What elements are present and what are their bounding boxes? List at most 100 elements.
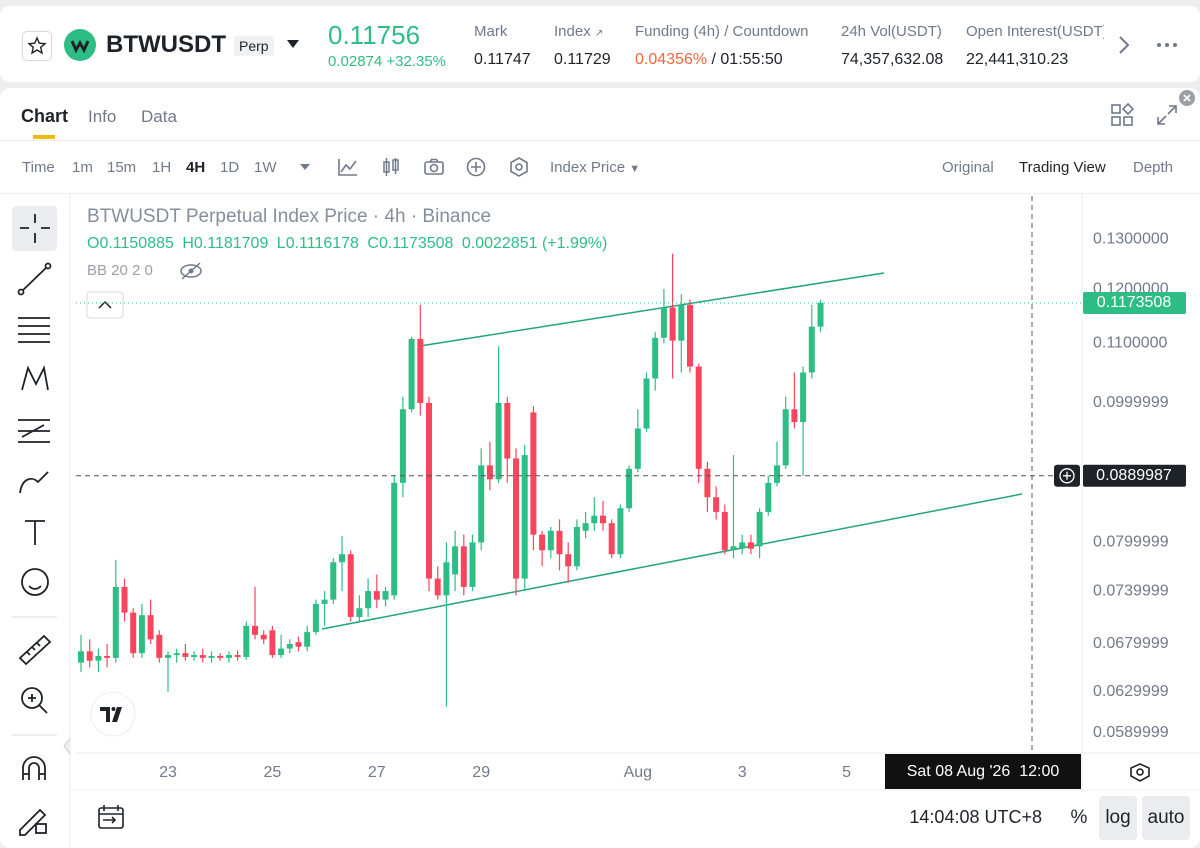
hide-indicator-icon[interactable]: [180, 262, 202, 280]
time-axis-settings[interactable]: [1130, 763, 1150, 782]
log-button[interactable]: log: [1105, 807, 1130, 828]
stat-label: Index ↗: [554, 23, 603, 40]
view-option[interactable]: Depth: [1133, 159, 1174, 176]
auto-button[interactable]: auto: [1148, 807, 1185, 828]
indicator-icon[interactable]: [337, 157, 359, 177]
symbol[interactable]: BTWUSDT: [106, 31, 226, 58]
tab[interactable]: Data: [141, 107, 177, 126]
text-tool[interactable]: [25, 520, 45, 545]
candle-body: [704, 468, 711, 498]
magnet-tool[interactable]: [22, 756, 46, 780]
interval[interactable]: 1D: [220, 159, 240, 176]
candle: [652, 332, 659, 391]
add-icon[interactable]: [466, 157, 486, 177]
stat-label: Mark: [474, 23, 508, 40]
star-icon: [27, 36, 47, 55]
emoji-smile: [28, 585, 42, 590]
candle: [234, 650, 241, 661]
candle: [765, 475, 772, 516]
lock-tool[interactable]: [19, 808, 47, 836]
candle-body: [382, 591, 389, 600]
ruler-tool[interactable]: [18, 634, 52, 666]
candle: [721, 504, 728, 555]
interval[interactable]: 1W: [254, 159, 277, 176]
crosshair-tool[interactable]: [20, 214, 50, 243]
interval[interactable]: 1m: [72, 159, 93, 176]
last-price-tag: [1083, 292, 1186, 315]
candle-body: [269, 630, 276, 656]
crosshair-price-tag: [1083, 464, 1186, 487]
candle: [156, 630, 163, 663]
crosshair-time-tag: [885, 754, 1081, 789]
stat-label: Open Interest(USDT): [966, 23, 1104, 40]
fib-tool[interactable]: [18, 419, 50, 443]
line-tool[interactable]: [20, 265, 49, 293]
emoji-tool[interactable]: [21, 568, 49, 596]
interval[interactable]: 15m: [107, 159, 137, 176]
candle: [330, 558, 337, 604]
candle-body: [182, 653, 189, 657]
candle-body: [312, 603, 319, 633]
collapse-legend[interactable]: [86, 291, 124, 319]
candle-body: [399, 409, 406, 483]
stat-label: Funding (4h) / Countdown: [635, 23, 809, 40]
tab-active[interactable]: Chart: [21, 106, 69, 126]
candle: [312, 599, 319, 635]
percent-button[interactable]: %: [1071, 807, 1088, 828]
candle-body: [565, 554, 572, 567]
candle-body: [234, 655, 241, 657]
candle: [774, 441, 780, 487]
auto-button-bg: [1142, 796, 1190, 840]
price-type[interactable]: Index Price ▼: [550, 159, 640, 176]
candle: [547, 526, 554, 559]
candle: [417, 304, 424, 416]
view-option-active[interactable]: Trading View: [1019, 159, 1106, 176]
symbol-dropdown[interactable]: [286, 38, 300, 50]
collapse-sidebar[interactable]: [63, 737, 71, 755]
trend-line[interactable]: [419, 272, 885, 347]
favorite-button[interactable]: [22, 31, 52, 61]
candle-body: [695, 366, 702, 469]
indicator-label: BB 20 2 0: [87, 262, 153, 279]
more-menu[interactable]: [1156, 42, 1178, 48]
interval-active[interactable]: 4H: [186, 159, 206, 176]
parallel-tool[interactable]: [18, 317, 50, 343]
candle-body: [486, 465, 493, 480]
candle: [252, 586, 258, 640]
candle: [669, 253, 676, 379]
settings-icon[interactable]: [509, 157, 529, 177]
interval[interactable]: 1H: [152, 159, 172, 176]
candle-body: [138, 615, 145, 654]
candle-body: [426, 402, 432, 579]
interval-dropdown[interactable]: [299, 163, 311, 171]
candle: [112, 559, 119, 663]
candle-body: [495, 402, 502, 480]
candle-body: [765, 482, 772, 512]
screenshot-icon[interactable]: [423, 158, 445, 176]
candle: [643, 372, 650, 432]
candle-type-icon[interactable]: [381, 157, 401, 177]
tab[interactable]: Info: [88, 107, 117, 126]
expand-icon[interactable]: [1156, 104, 1178, 126]
layout-icon[interactable]: [1110, 103, 1134, 127]
candle: [199, 648, 206, 663]
candle: [304, 625, 311, 652]
candle: [165, 651, 171, 692]
pattern-tool[interactable]: [21, 365, 49, 391]
candle-body: [199, 655, 206, 658]
view-option[interactable]: Original: [942, 159, 994, 176]
candle: [591, 497, 598, 531]
date-range-button[interactable]: [98, 805, 124, 829]
candle-body: [130, 612, 137, 654]
zoom-tool[interactable]: [21, 687, 43, 709]
scroll-right[interactable]: [1116, 35, 1132, 55]
candle: [756, 508, 763, 559]
candle: [521, 444, 528, 592]
stat-value: 0.11729: [554, 51, 611, 68]
ohlc-open: O0.1150885: [87, 235, 174, 252]
add-alert-button[interactable]: [1054, 464, 1080, 487]
candle-body: [469, 542, 476, 587]
trend-line[interactable]: [321, 493, 1023, 630]
brush-tool[interactable]: [19, 471, 49, 494]
close-icon[interactable]: [1178, 89, 1196, 107]
